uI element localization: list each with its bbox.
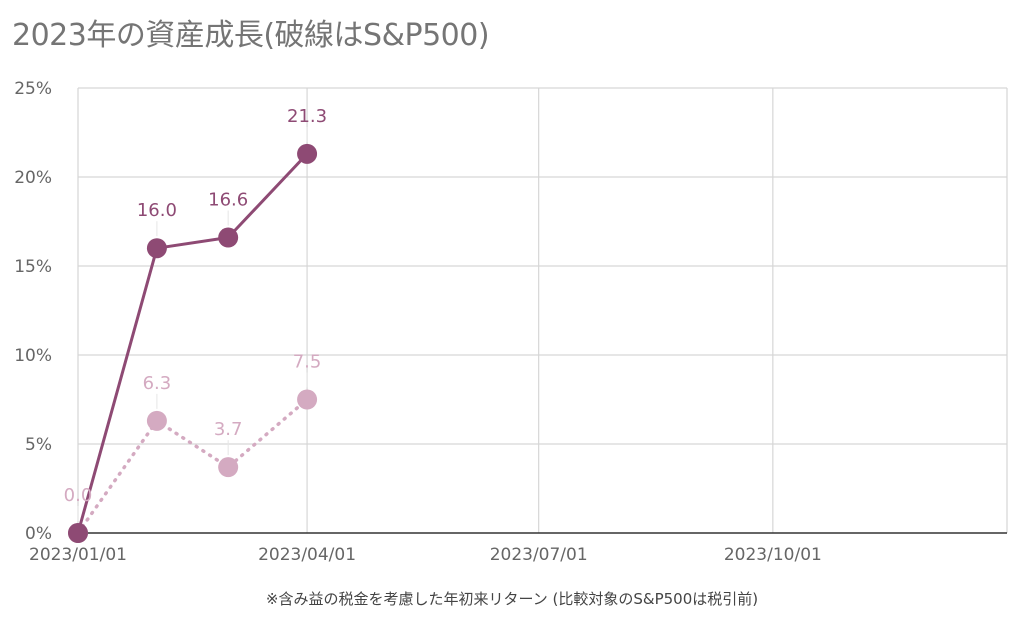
portfolio-point (297, 143, 318, 164)
data-label: 16.0 (137, 200, 177, 221)
data-label: 3.7 (214, 419, 243, 440)
data-label: 0.0 (64, 485, 93, 506)
sp500-point (218, 457, 239, 478)
data-labels: 0.0 6.3 3.7 7.5 16.0 16.6 21.3 (64, 106, 327, 521)
data-label: 7.5 (293, 352, 322, 373)
portfolio-line (76, 152, 309, 535)
y-tick-label: 5% (25, 435, 52, 455)
y-tick-label: 20% (14, 168, 52, 188)
sp500-point (146, 410, 167, 431)
data-label: 6.3 (143, 373, 172, 394)
y-tick-label: 0% (25, 524, 52, 544)
y-tick-label: 15% (14, 257, 52, 277)
sp500-line (76, 397, 309, 535)
x-tick-label: 2023/04/01 (258, 545, 356, 565)
x-tick-label: 2023/07/01 (490, 545, 588, 565)
data-label: 21.3 (287, 106, 327, 127)
chart-title: 2023年の資産成長(破線はS&P500) (12, 18, 490, 53)
data-label: 16.6 (208, 190, 248, 211)
y-tick-label: 10% (14, 346, 52, 366)
portfolio-point (146, 238, 167, 259)
y-tick-label: 25% (14, 79, 52, 99)
portfolio-point (218, 227, 239, 248)
chart-footnote: ※含み益の税金を考慮した年初来リターン (比較対象のS&P500は税引前) (265, 590, 759, 608)
axes: 0% 5% 10% 15% 20% 25% 2023/01/01 2023/04/01 2023… (14, 79, 1007, 565)
portfolio-point (68, 523, 88, 543)
x-tick-label: 2023/01/01 (29, 545, 127, 565)
x-tick-label: 2023/10/01 (724, 545, 822, 565)
sp500-point (297, 389, 318, 410)
gridlines (77, 87, 1008, 533)
series-layer (68, 143, 318, 543)
